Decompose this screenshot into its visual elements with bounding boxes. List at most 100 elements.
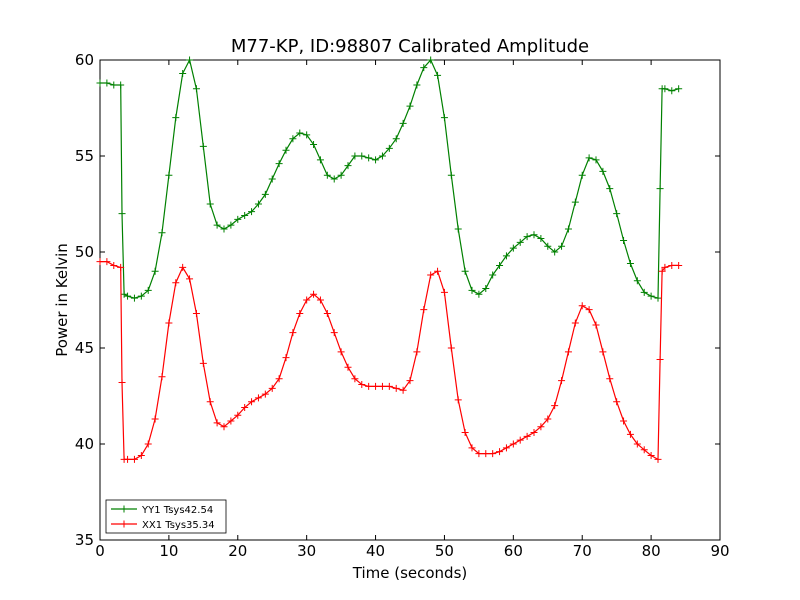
data-point: [144, 440, 152, 448]
data-point: [289, 329, 297, 337]
data-point: [420, 306, 428, 314]
series-1: [96, 56, 683, 302]
data-point: [303, 131, 311, 139]
data-point: [268, 175, 276, 183]
y-tick-label: 35: [75, 531, 94, 549]
data-point: [434, 71, 442, 79]
data-point: [468, 286, 476, 294]
data-point: [234, 215, 242, 223]
data-point: [675, 85, 683, 93]
data-point: [585, 306, 593, 314]
data-point: [647, 292, 655, 300]
data-point: [118, 210, 126, 218]
data-point: [406, 377, 414, 385]
data-point: [413, 348, 421, 356]
data-point: [613, 398, 621, 406]
data-point: [165, 319, 173, 327]
data-point: [137, 292, 145, 300]
data-point: [626, 260, 634, 268]
x-axis-label: Time (seconds): [352, 564, 468, 582]
data-point: [220, 225, 228, 233]
data-point: [496, 448, 504, 456]
data-point: [103, 79, 111, 87]
series-layer: [96, 56, 683, 463]
data-point: [248, 398, 256, 406]
data-point: [96, 79, 104, 87]
data-point: [206, 200, 214, 208]
data-point: [124, 455, 132, 463]
data-point: [385, 382, 393, 390]
data-point: [323, 309, 331, 317]
data-point: [372, 382, 380, 390]
data-point: [468, 444, 476, 452]
data-point: [564, 225, 572, 233]
data-point: [275, 375, 283, 383]
data-point: [399, 386, 407, 394]
x-tick-label: 60: [504, 542, 523, 560]
legend-entry-label: YY1 Tsys42.54: [141, 505, 213, 516]
data-point: [337, 348, 345, 356]
data-point: [158, 229, 166, 237]
x-tick-label: 30: [297, 542, 316, 560]
data-point: [330, 329, 338, 337]
data-point: [461, 267, 469, 275]
data-point: [296, 129, 304, 137]
data-point: [282, 354, 290, 362]
data-point: [440, 114, 448, 122]
data-point: [110, 261, 118, 269]
data-point: [530, 231, 538, 239]
data-point: [509, 440, 517, 448]
data-point: [158, 373, 166, 381]
x-tick-label: 50: [435, 542, 454, 560]
data-point: [289, 135, 297, 143]
data-point: [482, 284, 490, 292]
data-point: [351, 152, 359, 160]
data-point: [626, 430, 634, 438]
data-point: [220, 423, 228, 431]
data-point: [358, 152, 366, 160]
data-point: [330, 175, 338, 183]
data-point: [310, 290, 318, 298]
data-point: [399, 119, 407, 127]
data-point: [440, 288, 448, 296]
data-point: [578, 171, 586, 179]
data-point: [658, 267, 666, 275]
data-point: [489, 271, 497, 279]
data-point: [606, 375, 614, 383]
data-point: [620, 236, 628, 244]
data-point: [656, 356, 664, 364]
data-point: [413, 81, 421, 89]
data-point: [103, 258, 111, 266]
data-point: [378, 152, 386, 160]
data-point: [578, 302, 586, 310]
data-point: [241, 212, 249, 220]
data-point: [434, 267, 442, 275]
data-point: [172, 279, 180, 287]
legend-marker: [120, 520, 128, 528]
data-point: [358, 380, 366, 388]
chart-title: M77-KP, ID:98807 Calibrated Amplitude: [231, 36, 589, 57]
data-point: [179, 69, 187, 77]
data-point: [316, 156, 324, 164]
data-point: [654, 294, 662, 302]
y-axis-label: Power in Kelvin: [53, 243, 71, 357]
data-point: [310, 140, 318, 148]
data-point: [261, 190, 269, 198]
data-point: [454, 396, 462, 404]
data-point: [372, 156, 380, 164]
data-point: [199, 142, 207, 150]
data-point: [186, 56, 194, 64]
y-tick-label: 50: [75, 243, 94, 261]
data-point: [406, 102, 414, 110]
data-point: [537, 235, 545, 243]
data-point: [227, 221, 235, 229]
data-point: [344, 363, 352, 371]
data-point: [461, 428, 469, 436]
data-point: [118, 379, 126, 387]
data-point: [516, 436, 524, 444]
data-point: [316, 296, 324, 304]
data-point: [206, 398, 214, 406]
data-point: [365, 154, 373, 162]
y-tick-label: 55: [75, 147, 94, 165]
